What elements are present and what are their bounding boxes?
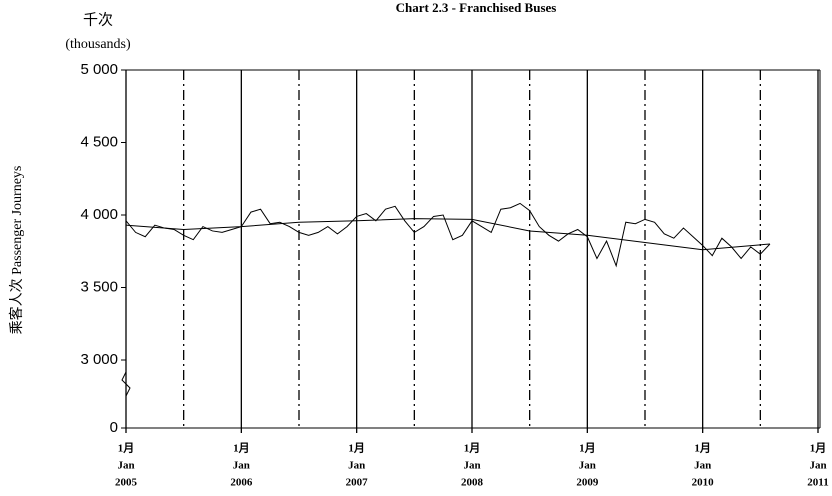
x-tick-label: Jan <box>117 460 134 472</box>
x-tick-label: Jan <box>233 460 250 472</box>
y-tick-label: 0 <box>110 419 118 436</box>
x-tick-label: Jan <box>348 460 365 472</box>
x-tick-label: Jan <box>579 460 596 472</box>
units-zh: 千次 <box>83 11 113 29</box>
x-tick-label: 1月 <box>118 442 135 455</box>
y-tick-label: 3 500 <box>80 278 118 295</box>
x-tick-label: 1月 <box>233 442 250 455</box>
x-tick-label: 1月 <box>810 442 827 455</box>
series-line <box>125 218 770 251</box>
units-en: (thousands) <box>65 37 131 52</box>
x-tick-label: Jan <box>694 460 711 472</box>
x-tick-label: 1月 <box>348 442 365 455</box>
y-tick-label: 4 500 <box>80 133 118 150</box>
y-tick-label: 4 000 <box>80 206 118 223</box>
y-tick-label: 3 000 <box>80 351 118 368</box>
x-tick-label: 1月 <box>694 442 711 455</box>
x-tick-label: 2010 <box>692 477 715 489</box>
x-tick-label: 2011 <box>807 477 828 489</box>
chart-title: Chart 2.3 - Franchised Buses <box>396 0 557 15</box>
series-line <box>125 202 771 268</box>
x-tick-label: 1月 <box>579 442 596 455</box>
x-tick-label: 1月 <box>464 442 481 455</box>
x-tick-label: Jan <box>809 460 826 472</box>
x-tick-label: 2007 <box>346 477 369 489</box>
x-tick-label: Jan <box>463 460 480 472</box>
x-tick-label: 2009 <box>576 477 599 489</box>
x-tick-label: 2006 <box>230 477 253 489</box>
x-tick-label: 2008 <box>461 477 484 489</box>
y-axis-title: 乘客人次 Passenger Journeys <box>8 166 25 335</box>
y-tick-label: 5 000 <box>80 61 118 78</box>
x-tick-label: 2005 <box>115 477 138 489</box>
